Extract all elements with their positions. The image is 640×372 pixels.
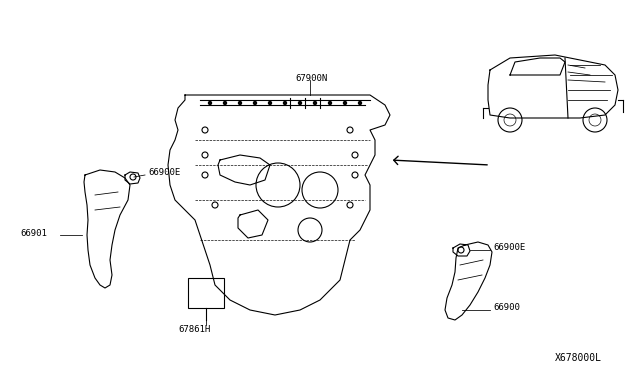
Text: 67861H: 67861H: [178, 326, 211, 334]
Circle shape: [298, 102, 301, 105]
Text: 66900E: 66900E: [148, 167, 180, 176]
Text: 66900E: 66900E: [493, 244, 525, 253]
Circle shape: [269, 102, 271, 105]
Text: 67900N: 67900N: [295, 74, 327, 83]
Text: 66901: 66901: [20, 228, 47, 237]
Circle shape: [314, 102, 317, 105]
Circle shape: [284, 102, 287, 105]
Circle shape: [328, 102, 332, 105]
Circle shape: [223, 102, 227, 105]
Text: 66900: 66900: [493, 304, 520, 312]
Circle shape: [358, 102, 362, 105]
FancyBboxPatch shape: [188, 278, 224, 308]
Text: X678000L: X678000L: [555, 353, 602, 363]
Circle shape: [253, 102, 257, 105]
Circle shape: [209, 102, 211, 105]
Circle shape: [239, 102, 241, 105]
Circle shape: [344, 102, 346, 105]
